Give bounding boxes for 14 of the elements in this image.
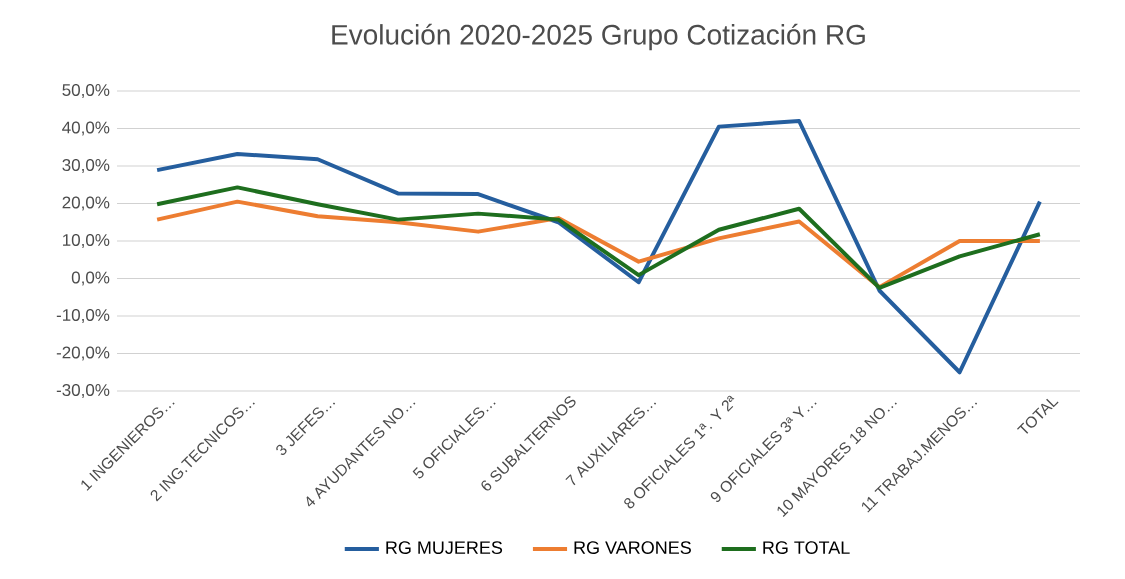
legend-label: RG TOTAL: [763, 541, 850, 554]
y-tick-label: 10,0%: [63, 233, 110, 249]
y-tick-label: -10,0%: [56, 308, 110, 324]
y-tick-label: -30,0%: [56, 383, 110, 399]
y-tick-label: 20,0%: [62, 196, 110, 211]
chart-title: Evolución 2020-2025 Grupo Cotización RG: [332, 23, 865, 51]
y-tick-label: 30,0%: [62, 158, 110, 174]
y-tick-label: 0,0%: [71, 271, 110, 286]
y-tick-label: -20,0%: [56, 346, 110, 361]
legend-label: RG VARONES: [574, 541, 691, 554]
line-series: [155, 119, 1042, 375]
legend-label: RG MUJERES: [386, 541, 503, 554]
y-tick-label: 50,0%: [62, 83, 110, 99]
y-tick-label: 40,0%: [62, 121, 110, 136]
